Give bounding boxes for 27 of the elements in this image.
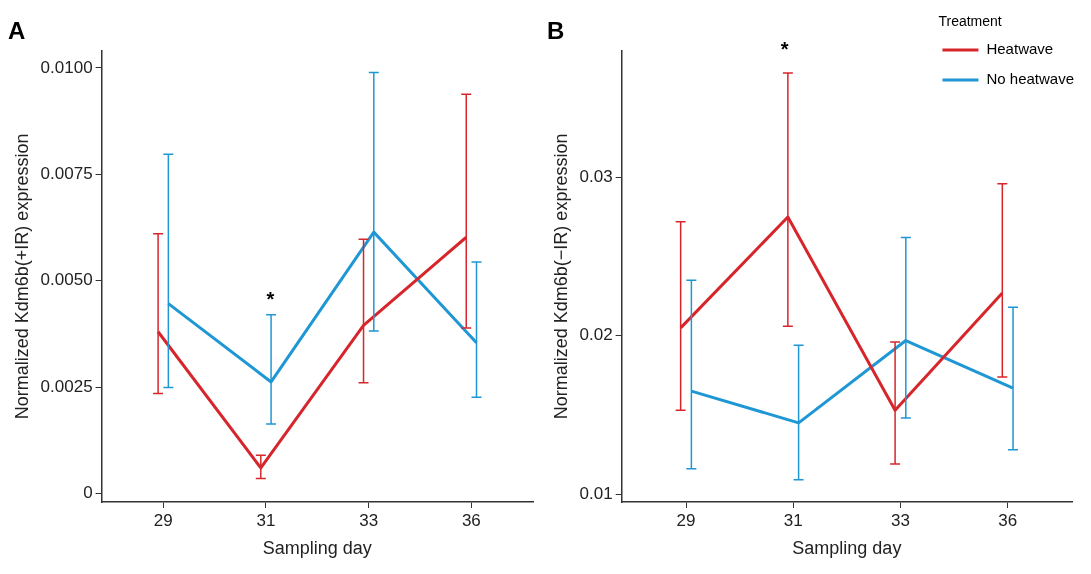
legend-title: Treatment bbox=[938, 12, 1002, 29]
x-tick-label: 33 bbox=[359, 510, 379, 530]
x-tick-label: 31 bbox=[783, 510, 803, 530]
legend-label: Heatwave bbox=[986, 40, 1054, 58]
y-tick-label: 0.0100 bbox=[40, 57, 93, 77]
y-tick-label: 0.03 bbox=[579, 167, 613, 187]
y-tick-label: 0.02 bbox=[579, 325, 613, 345]
x-tick-label: 31 bbox=[256, 510, 276, 530]
chart-title: B bbox=[547, 17, 565, 45]
x-axis-title: Sampling day bbox=[792, 538, 902, 559]
x-tick-label: 33 bbox=[890, 510, 910, 530]
x-tick-label: 29 bbox=[153, 510, 173, 530]
annotation: * bbox=[266, 288, 275, 311]
y-tick-label: 0.0050 bbox=[40, 270, 93, 290]
annotation: * bbox=[780, 38, 789, 61]
y-axis-title: Normalized Kdm6b(−IR) expression bbox=[550, 133, 571, 420]
x-axis-title: Sampling day bbox=[262, 538, 372, 559]
y-axis-title: Normalized Kdm6b(+IR) expression bbox=[11, 133, 32, 420]
y-tick-label: 0.01 bbox=[579, 483, 613, 503]
legend-label: No heatwave bbox=[986, 70, 1075, 88]
chart-title: A bbox=[8, 17, 26, 45]
y-tick-label: 0.0075 bbox=[40, 163, 93, 183]
y-tick-label: 0.0025 bbox=[40, 376, 93, 396]
x-tick-label: 36 bbox=[461, 510, 481, 530]
x-tick-label: 36 bbox=[998, 510, 1018, 530]
x-tick-label: 29 bbox=[676, 510, 696, 530]
y-tick-label: 0 bbox=[83, 483, 93, 503]
